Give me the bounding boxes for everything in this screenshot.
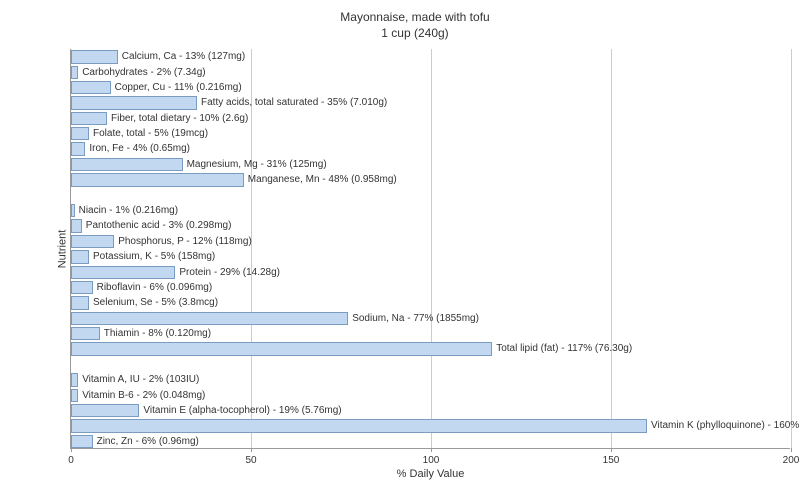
nutrient-bar bbox=[71, 342, 492, 355]
bar-row: Folate, total - 5% (19mcg) bbox=[71, 126, 790, 141]
x-axis-label: % Daily Value bbox=[397, 468, 465, 480]
bar-row: Niacin - 1% (0.216mg) bbox=[71, 203, 790, 218]
bar-row: Vitamin A, IU - 2% (103IU) bbox=[71, 372, 790, 387]
bar-row: Phosphorus, P - 12% (118mg) bbox=[71, 234, 790, 249]
nutrient-label: Vitamin B-6 - 2% (0.048mg) bbox=[82, 388, 205, 403]
nutrient-label: Magnesium, Mg - 31% (125mg) bbox=[187, 157, 327, 172]
nutrient-bar bbox=[71, 219, 82, 232]
nutrient-label: Fatty acids, total saturated - 35% (7.01… bbox=[201, 95, 387, 110]
bar-row: Iron, Fe - 4% (0.65mg) bbox=[71, 141, 790, 156]
nutrient-label: Copper, Cu - 11% (0.216mg) bbox=[115, 80, 242, 95]
nutrient-bar bbox=[71, 266, 175, 279]
nutrient-bar bbox=[71, 235, 114, 248]
title-line1: Mayonnaise, made with tofu bbox=[50, 10, 780, 26]
nutrient-label: Vitamin K (phylloquinone) - 160% (128.2m… bbox=[651, 418, 800, 433]
nutrient-label: Folate, total - 5% (19mcg) bbox=[93, 126, 208, 141]
gridline bbox=[791, 49, 792, 448]
bar-row: Protein - 29% (14.28g) bbox=[71, 265, 790, 280]
bar-row: Carbohydrates - 2% (7.34g) bbox=[71, 65, 790, 80]
bar-row: Riboflavin - 6% (0.096mg) bbox=[71, 280, 790, 295]
nutrient-bar bbox=[71, 389, 78, 402]
nutrient-label: Zinc, Zn - 6% (0.96mg) bbox=[97, 434, 199, 449]
nutrient-bar bbox=[71, 204, 75, 217]
nutrient-chart: Mayonnaise, made with tofu 1 cup (240g) … bbox=[0, 0, 800, 500]
x-tick-label: 0 bbox=[68, 455, 74, 466]
bar-row: Calcium, Ca - 13% (127mg) bbox=[71, 49, 790, 64]
nutrient-bar bbox=[71, 142, 85, 155]
nutrient-label: Fiber, total dietary - 10% (2.6g) bbox=[111, 111, 248, 126]
nutrient-bar bbox=[71, 96, 197, 109]
nutrient-label: Riboflavin - 6% (0.096mg) bbox=[97, 280, 213, 295]
nutrient-label: Selenium, Se - 5% (3.8mcg) bbox=[93, 295, 218, 310]
bar-row: Vitamin K (phylloquinone) - 160% (128.2m… bbox=[71, 418, 790, 433]
bar-row: Thiamin - 8% (0.120mg) bbox=[71, 326, 790, 341]
x-tick-mark bbox=[791, 448, 792, 452]
bar-row: Pantothenic acid - 3% (0.298mg) bbox=[71, 218, 790, 233]
x-tick-label: 50 bbox=[245, 455, 256, 466]
x-tick-label: 100 bbox=[423, 455, 440, 466]
nutrient-bar bbox=[71, 81, 111, 94]
y-axis-label: Nutrient bbox=[56, 229, 68, 268]
nutrient-label: Total lipid (fat) - 117% (76.30g) bbox=[496, 341, 632, 356]
nutrient-label: Niacin - 1% (0.216mg) bbox=[79, 203, 178, 218]
nutrient-bar bbox=[71, 404, 139, 417]
x-tick-label: 150 bbox=[603, 455, 620, 466]
nutrient-bar bbox=[71, 435, 93, 448]
nutrient-bar bbox=[71, 281, 93, 294]
bar-row: Vitamin E (alpha-tocopherol) - 19% (5.76… bbox=[71, 403, 790, 418]
bar-row bbox=[71, 357, 790, 372]
nutrient-label: Pantothenic acid - 3% (0.298mg) bbox=[86, 218, 232, 233]
nutrient-bar bbox=[71, 296, 89, 309]
nutrient-bar bbox=[71, 373, 78, 386]
nutrient-label: Manganese, Mn - 48% (0.958mg) bbox=[248, 172, 397, 187]
nutrient-label: Vitamin A, IU - 2% (103IU) bbox=[82, 372, 199, 387]
bar-row: Vitamin B-6 - 2% (0.048mg) bbox=[71, 388, 790, 403]
nutrient-bar bbox=[71, 158, 183, 171]
nutrient-label: Iron, Fe - 4% (0.65mg) bbox=[89, 141, 190, 156]
nutrient-bar bbox=[71, 50, 118, 63]
nutrient-bar bbox=[71, 112, 107, 125]
bar-row bbox=[71, 188, 790, 203]
bar-row: Potassium, K - 5% (158mg) bbox=[71, 249, 790, 264]
nutrient-label: Calcium, Ca - 13% (127mg) bbox=[122, 49, 245, 64]
nutrient-label: Vitamin E (alpha-tocopherol) - 19% (5.76… bbox=[143, 403, 341, 418]
bar-row: Fiber, total dietary - 10% (2.6g) bbox=[71, 111, 790, 126]
bar-row: Fatty acids, total saturated - 35% (7.01… bbox=[71, 95, 790, 110]
nutrient-label: Thiamin - 8% (0.120mg) bbox=[104, 326, 211, 341]
title-line2: 1 cup (240g) bbox=[50, 26, 780, 42]
nutrient-bar bbox=[71, 312, 348, 325]
bar-row: Selenium, Se - 5% (3.8mcg) bbox=[71, 295, 790, 310]
x-tick-label: 200 bbox=[783, 455, 800, 466]
bar-row: Manganese, Mn - 48% (0.958mg) bbox=[71, 172, 790, 187]
nutrient-label: Sodium, Na - 77% (1855mg) bbox=[352, 311, 479, 326]
bar-row: Total lipid (fat) - 117% (76.30g) bbox=[71, 341, 790, 356]
nutrient-label: Phosphorus, P - 12% (118mg) bbox=[118, 234, 252, 249]
bar-row: Magnesium, Mg - 31% (125mg) bbox=[71, 157, 790, 172]
nutrient-bar bbox=[71, 173, 244, 186]
nutrient-label: Potassium, K - 5% (158mg) bbox=[93, 249, 215, 264]
nutrient-bar bbox=[71, 327, 100, 340]
bar-row: Zinc, Zn - 6% (0.96mg) bbox=[71, 434, 790, 449]
nutrient-bar bbox=[71, 127, 89, 140]
bar-row: Copper, Cu - 11% (0.216mg) bbox=[71, 80, 790, 95]
plot-area: Nutrient % Daily Value 050100150200Calci… bbox=[70, 49, 790, 449]
nutrient-bar bbox=[71, 66, 78, 79]
bar-row: Sodium, Na - 77% (1855mg) bbox=[71, 311, 790, 326]
nutrient-label: Protein - 29% (14.28g) bbox=[179, 265, 280, 280]
nutrient-label: Carbohydrates - 2% (7.34g) bbox=[82, 65, 205, 80]
chart-title: Mayonnaise, made with tofu 1 cup (240g) bbox=[50, 10, 780, 41]
nutrient-bar bbox=[71, 250, 89, 263]
nutrient-bar bbox=[71, 419, 647, 432]
